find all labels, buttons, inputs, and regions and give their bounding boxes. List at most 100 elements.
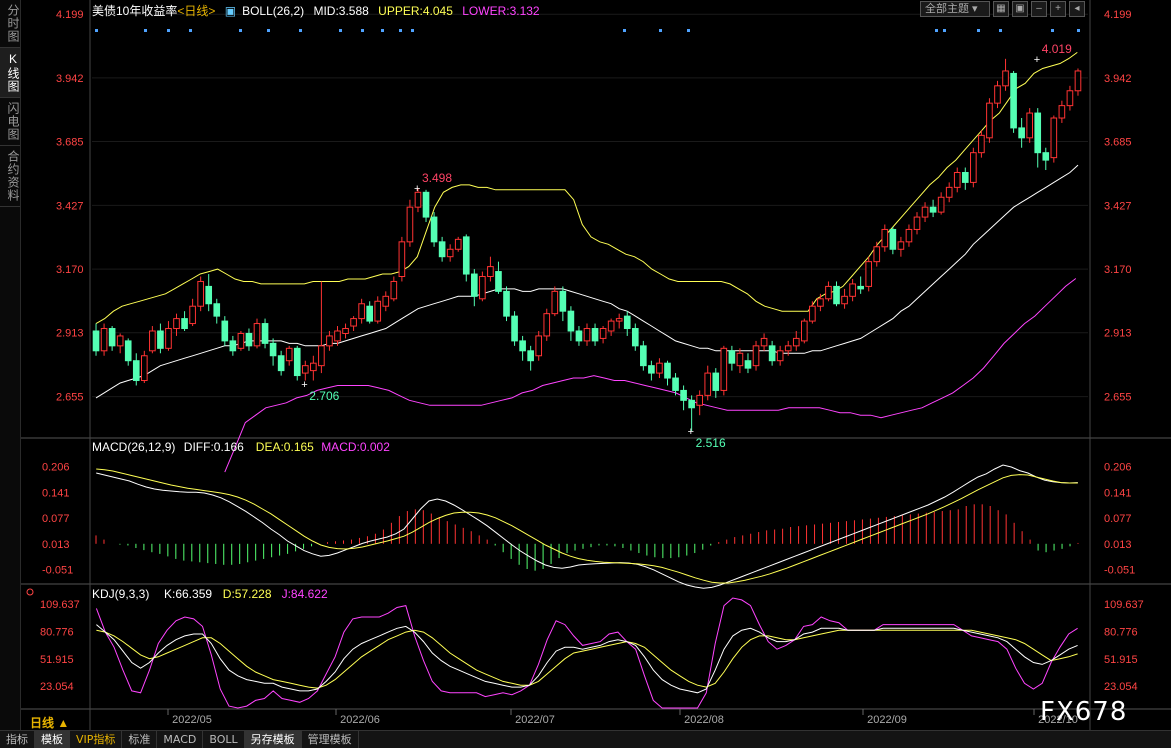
candle-body [527, 350, 534, 362]
candle-body [817, 298, 824, 307]
tab-contract-info[interactable]: 合约资料 [0, 146, 20, 207]
candle-body [535, 335, 543, 357]
tab-vip-indicators[interactable]: VIP指标 [70, 731, 123, 748]
candle-body [1018, 127, 1025, 139]
candle-body [881, 228, 889, 248]
price-annotation: 3.498 [422, 171, 452, 185]
candle-body [1002, 70, 1009, 87]
macd-y-tick-left: 0.141 [42, 488, 70, 500]
tab-flash-chart[interactable]: 闪电图 [0, 98, 20, 146]
tab-boll[interactable]: BOLL [203, 731, 245, 748]
event-dot [95, 29, 98, 32]
candle-body [205, 285, 213, 305]
period-selector[interactable]: 日线 ▲ [30, 714, 69, 731]
tab-templates[interactable]: 模板 [35, 731, 70, 748]
tab-indicators[interactable]: 指标 [0, 731, 35, 748]
candle-body [358, 303, 365, 320]
candle-body [100, 328, 108, 352]
x-axis-label: 2022/08 [684, 714, 724, 726]
candle-body [149, 330, 156, 352]
candle-body [285, 347, 293, 362]
candle-body [712, 372, 720, 391]
theme-select-label: 全部主题 [925, 3, 969, 15]
tab-save-template[interactable]: 另存模板 [244, 731, 302, 748]
candle-body [511, 315, 518, 342]
candle-body [551, 290, 559, 315]
y-tick-left: 3.427 [56, 200, 84, 212]
candle-body [897, 241, 905, 250]
candle-body [326, 335, 333, 347]
grid-icon[interactable]: ▦ [993, 1, 1009, 17]
candle-body [720, 347, 728, 391]
event-dot [144, 29, 147, 32]
candle-body [108, 328, 116, 347]
candle-body [141, 355, 148, 382]
kdj-d-value: D:57.228 [223, 587, 272, 601]
candle-body [165, 328, 172, 349]
event-dot [659, 29, 662, 32]
candle-body [970, 152, 977, 183]
candle-body [116, 335, 124, 347]
event-dot [381, 29, 384, 32]
candle-body [293, 347, 301, 377]
candle-body [945, 186, 953, 198]
candle-body [454, 238, 462, 250]
candle-body [744, 360, 752, 369]
instrument-name: 美债10年收益率 [92, 4, 178, 18]
tab-manage-templates[interactable]: 管理模板 [302, 731, 359, 748]
candle-body [889, 228, 897, 250]
boll-mid: MID:3.588 [313, 4, 369, 18]
theme-select[interactable]: 全部主题 ▾ [920, 1, 990, 17]
y-tick-left: 3.170 [56, 264, 84, 276]
candle-body [1050, 117, 1058, 159]
indicator-icon[interactable]: ▣ [224, 4, 237, 18]
plus-icon[interactable]: + [1050, 1, 1066, 17]
candle-body [736, 352, 744, 367]
event-dot [339, 29, 342, 32]
candle-body [1042, 152, 1050, 161]
candle-body [978, 134, 985, 154]
candle-body [849, 283, 856, 297]
kdj-y-tick-left: 109.637 [40, 599, 80, 611]
expand-icon[interactable]: ▣ [1012, 1, 1028, 17]
candle-body [672, 377, 679, 391]
y-tick-right: 4.199 [1104, 9, 1132, 21]
boll-label: BOLL(26,2) [242, 4, 305, 18]
candle-body [1026, 112, 1033, 139]
candle-body [318, 345, 325, 367]
candle-body [382, 295, 390, 307]
tab-kline[interactable]: K线图 [0, 48, 20, 98]
candle-body [157, 330, 164, 349]
candle-body [768, 345, 776, 362]
candle-body [253, 323, 261, 347]
candle-body [189, 305, 196, 325]
minus-icon[interactable]: – [1031, 1, 1047, 17]
candle-body [438, 241, 446, 258]
kdj-k-line [96, 624, 1078, 694]
tab-timeshare[interactable]: 分时图 [0, 0, 20, 48]
event-dot [943, 29, 946, 32]
back-icon[interactable]: ◂ [1069, 1, 1085, 17]
candle-body [132, 360, 140, 382]
event-dot [1051, 29, 1054, 32]
event-dot [361, 29, 364, 32]
x-axis-label: 2022/05 [172, 714, 212, 726]
tab-standard[interactable]: 标准 [122, 731, 158, 748]
candle-body [784, 345, 792, 352]
event-dot [189, 29, 192, 32]
candle-body [519, 340, 526, 352]
y-tick-right: 3.427 [1104, 200, 1132, 212]
candle-body [181, 318, 188, 330]
event-dot [687, 29, 690, 32]
candle-body [197, 280, 204, 307]
candle-body [953, 171, 961, 188]
candle-body [543, 313, 551, 337]
candle-body [229, 340, 237, 352]
tab-macd[interactable]: MACD [157, 731, 204, 748]
y-tick-right: 3.942 [1104, 73, 1132, 85]
macd-y-tick-right: 0.077 [1104, 513, 1132, 525]
y-tick-left: 2.655 [56, 392, 84, 404]
y-tick-left: 4.199 [56, 9, 84, 21]
candle-body [487, 266, 494, 278]
event-dot [977, 29, 980, 32]
